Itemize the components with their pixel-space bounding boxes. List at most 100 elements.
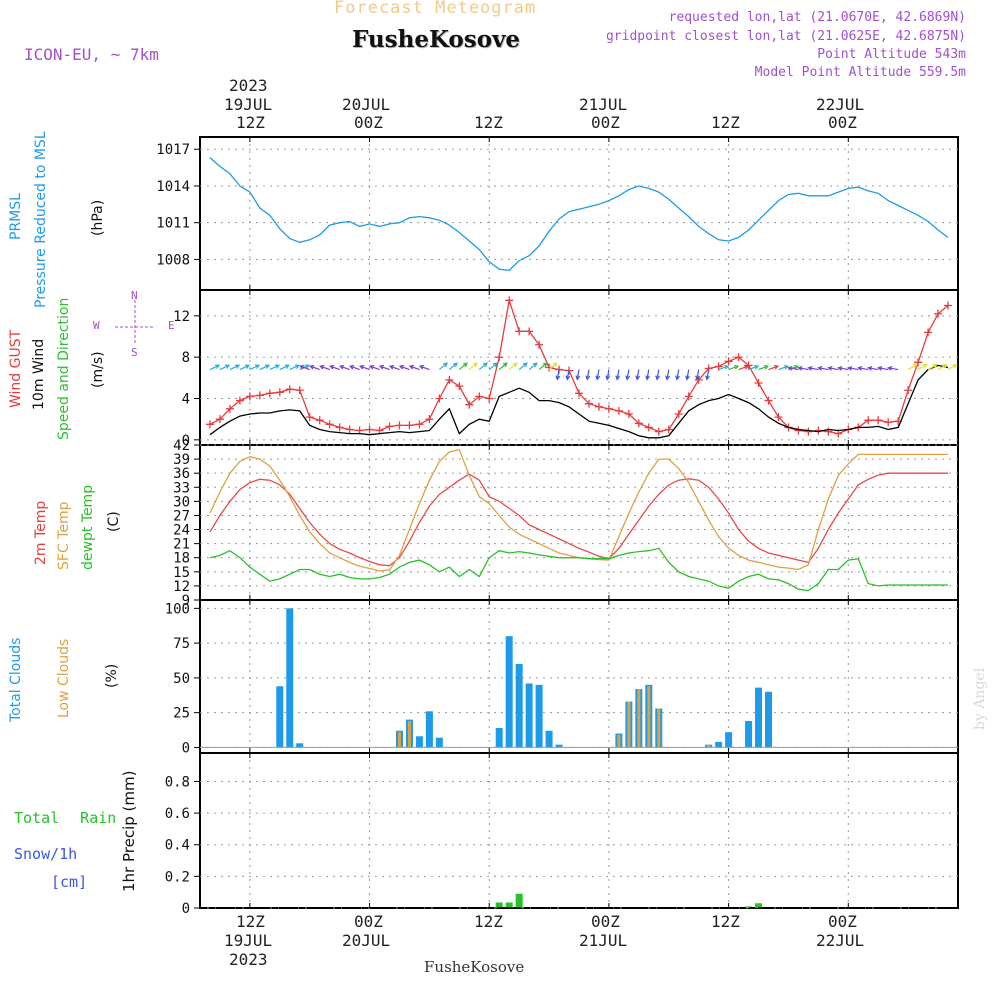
gust-marker-2	[225, 404, 234, 413]
gust-marker-31	[515, 327, 524, 336]
gust-marker-7	[275, 388, 284, 397]
wind-direction-arrow-48	[685, 369, 690, 381]
bar-total-clouds-2	[296, 743, 304, 748]
gust-marker-55	[754, 379, 763, 387]
gust-marker-1	[215, 415, 224, 424]
compass-cross	[115, 300, 155, 345]
pressure-label-msl: Pressure Reduced to MSL	[33, 131, 49, 308]
wind-direction-arrow-40	[605, 369, 611, 381]
bar-total-clouds-1	[286, 608, 294, 748]
cloud-total-label: Total Clouds	[8, 637, 24, 722]
bar-total-clouds-23	[745, 721, 753, 748]
wind-direction-arrow-71	[917, 363, 928, 371]
wind-direction-arrow-22	[418, 364, 430, 371]
temp-sfc-label: SFC Temp	[56, 501, 72, 570]
bar-total-rain-2	[515, 893, 523, 908]
gust-marker-12	[325, 420, 334, 429]
temp-unit: (C)	[106, 511, 122, 532]
bar-total-clouds-9	[505, 636, 513, 748]
bar-low-clouds-5	[647, 686, 651, 748]
wind-direction-arrow-27	[478, 362, 488, 371]
bar-low-clouds-2	[617, 734, 621, 748]
temp-2m-label: 2m Temp	[33, 500, 49, 565]
requested-coords: requested lon,lat (21.0670E, 42.6869N)	[668, 10, 966, 25]
series-line-sfc-temp	[209, 448, 948, 572]
top-year: 2023	[229, 76, 268, 95]
ytick-label-2-6: 27	[173, 508, 190, 524]
wind-direction-arrow-69	[887, 365, 899, 371]
credit-watermark: by Angel	[972, 667, 988, 730]
gust-marker-23	[435, 394, 444, 403]
panel-frame-4	[199, 752, 959, 909]
wind-direction-arrow-5	[259, 364, 271, 371]
gust-marker-29	[495, 353, 504, 362]
top-hour-12z-c: 12Z	[711, 113, 740, 132]
wind-direction-arrow-1	[219, 364, 231, 371]
gust-marker-30	[505, 296, 514, 305]
precip-cm-label: [cm]	[51, 873, 88, 891]
bar-total-rain-1	[505, 902, 513, 908]
wind-direction-arrow-67	[867, 365, 879, 371]
wind-direction-arrow-39	[595, 369, 601, 381]
compass-n: N	[131, 289, 138, 302]
gust-marker-59	[794, 426, 803, 435]
ytick-label-0-0: 1008	[156, 252, 190, 268]
ytick-label-4-2: 0.4	[165, 838, 190, 854]
top-hour-00z-c: 00Z	[828, 113, 857, 132]
gust-marker-8	[285, 385, 294, 394]
wind-direction-arrow-16	[358, 364, 370, 371]
wind-direction-arrow-53	[738, 364, 750, 371]
bottom-hour-00z-c: 00Z	[828, 912, 857, 931]
wind-direction-arrow-38	[585, 369, 591, 381]
top-hour-00z-b: 00Z	[591, 113, 620, 132]
bar-low-clouds-1	[407, 721, 411, 748]
wind-direction-arrow-32	[528, 362, 538, 371]
series-line-dewpt-temp	[209, 547, 948, 592]
bar-total-clouds-25	[765, 691, 772, 748]
wind-direction-arrow-73	[937, 363, 948, 371]
bottom-hour-12z-a: 12Z	[236, 912, 265, 931]
top-date-19jul: 19JUL	[224, 95, 273, 114]
panel-frame-0	[199, 136, 959, 291]
bar-total-clouds-11	[525, 683, 533, 748]
wind-direction-arrow-50	[705, 369, 710, 381]
wind-direction-arrow-42	[625, 369, 631, 381]
precip-snow-label: Snow/1h	[14, 845, 78, 863]
wind-direction-arrow-24	[448, 362, 458, 371]
ytick-label-3-3: 75	[173, 636, 190, 652]
gust-marker-13	[335, 423, 344, 432]
wind-direction-arrow-13	[329, 364, 340, 371]
gust-marker-56	[764, 396, 773, 405]
top-hour-12z-a: 12Z	[236, 113, 265, 132]
wind-direction-arrow-59	[787, 365, 799, 371]
wind-direction-arrow-66	[857, 365, 869, 371]
wind-direction-arrow-70	[907, 363, 918, 371]
wind-direction-arrow-51	[718, 364, 730, 371]
ytick-label-2-1: 12	[173, 579, 190, 595]
ytick-label-1-2: 8	[182, 350, 190, 366]
wind-direction-arrow-63	[827, 365, 839, 371]
bar-low-clouds-6	[657, 708, 661, 748]
wind-direction-arrow-57	[778, 364, 790, 371]
gust-marker-16	[365, 425, 374, 434]
ytick-label-2-2: 15	[173, 565, 190, 581]
wind-direction-arrow-54	[748, 364, 760, 371]
ytick-label-3-2: 50	[173, 671, 190, 687]
gust-marker-72	[924, 328, 933, 337]
bar-total-rain-3	[745, 906, 753, 908]
gust-marker-24	[445, 375, 454, 384]
gust-marker-0	[205, 420, 214, 429]
ytick-label-2-5: 24	[173, 523, 190, 539]
wind-direction-arrow-34	[548, 362, 558, 371]
wind-direction-arrow-45	[655, 369, 661, 381]
ytick-label-2-4: 21	[173, 537, 190, 553]
ytick-label-3-1: 25	[173, 706, 190, 722]
temp-dewpt-label: dewpt Temp	[80, 484, 96, 570]
ytick-label-1-1: 4	[182, 392, 190, 408]
gust-marker-42	[624, 410, 633, 418]
wind-direction-arrow-8	[289, 364, 300, 371]
bottom-date-19jul: 19JUL	[224, 931, 273, 950]
wind-direction-arrow-6	[269, 364, 281, 371]
gridpoint-coords: gridpoint closest lon,lat (21.0625E, 42.…	[605, 29, 966, 44]
